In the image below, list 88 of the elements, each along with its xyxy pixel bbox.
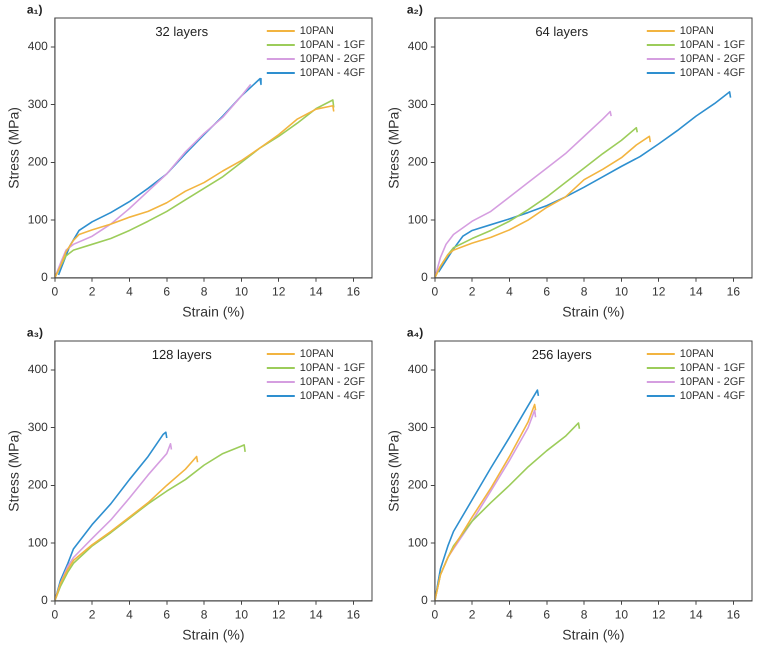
y-tick-label: 100 <box>408 212 428 226</box>
x-axis-title: Strain (%) <box>182 303 245 320</box>
annotation: 32 layers <box>155 24 209 40</box>
x-axis-title: Strain (%) <box>562 303 625 320</box>
x-tick-label: 16 <box>726 607 740 622</box>
y-tick-label: 400 <box>28 362 48 376</box>
y-tick-label: 0 <box>421 270 428 284</box>
x-tick-label: 4 <box>506 284 514 298</box>
legend-label: 10PAN - 1GF <box>300 39 366 52</box>
x-tick-label: 8 <box>580 284 588 298</box>
x-tick-label: 14 <box>309 607 324 622</box>
x-tick-label: 4 <box>126 284 134 298</box>
x-axis-title: Strain (%) <box>182 626 245 642</box>
legend-label: 10PAN - 1GF <box>300 362 366 374</box>
x-tick-label: 0 <box>51 284 58 298</box>
legend-label: 10PAN - 4GF <box>300 67 366 80</box>
y-tick-label: 400 <box>408 362 428 376</box>
x-tick-label: 4 <box>506 607 514 622</box>
annotation: 128 layers <box>152 347 212 362</box>
x-tick-label: 6 <box>163 607 170 622</box>
x-tick-label: 2 <box>468 284 476 298</box>
y-tick-label: 300 <box>408 420 428 434</box>
annotation: 256 layers <box>532 347 592 362</box>
y-tick-label: 0 <box>41 270 48 284</box>
chart-title: a₄) <box>406 325 424 340</box>
y-axis-title: Stress (MPa) <box>5 430 22 512</box>
y-tick-label: 200 <box>408 478 428 492</box>
x-tick-label: 12 <box>272 284 286 298</box>
x-tick-label: 10 <box>614 607 628 622</box>
x-tick-label: 2 <box>468 607 476 622</box>
y-tick-label: 200 <box>408 154 428 169</box>
x-tick-label: 8 <box>580 607 588 622</box>
x-tick-label: 14 <box>689 284 704 298</box>
chart-title: a₁) <box>26 2 42 16</box>
chart-title: a₃) <box>26 325 44 340</box>
y-tick-label: 200 <box>28 478 48 492</box>
x-tick-label: 0 <box>51 607 58 622</box>
x-tick-label: 2 <box>88 607 96 622</box>
chart-title: a₂) <box>406 2 423 16</box>
x-tick-label: 6 <box>163 284 170 298</box>
x-tick-label: 8 <box>200 284 208 298</box>
y-tick-label: 100 <box>28 535 48 550</box>
x-tick-label: 10 <box>234 284 248 298</box>
y-axis-title: Stress (MPa) <box>385 107 402 189</box>
legend-label: 10PAN - 4GF <box>300 390 366 402</box>
legend-label: 10PAN - 4GF <box>680 67 746 80</box>
x-tick-label: 16 <box>346 284 360 298</box>
x-tick-label: 4 <box>126 607 134 622</box>
annotation: 64 layers <box>535 24 589 40</box>
y-tick-label: 100 <box>28 212 48 226</box>
x-tick-label: 0 <box>431 284 438 298</box>
y-tick-label: 300 <box>28 96 48 111</box>
y-tick-label: 200 <box>28 154 48 169</box>
x-tick-label: 16 <box>346 607 360 622</box>
legend-label: 10PAN <box>300 348 334 360</box>
legend-label: 10PAN - 2GF <box>680 376 746 388</box>
x-tick-label: 12 <box>272 607 286 622</box>
legend-label: 10PAN - 2GF <box>680 53 746 66</box>
x-tick-label: 8 <box>200 607 208 622</box>
x-axis-title: Strain (%) <box>562 626 625 642</box>
legend-label: 10PAN <box>680 348 714 360</box>
x-tick-label: 14 <box>689 607 704 622</box>
x-tick-label: 12 <box>652 284 666 298</box>
x-tick-label: 2 <box>88 284 96 298</box>
x-tick-label: 6 <box>543 284 550 298</box>
y-tick-label: 300 <box>408 96 428 111</box>
y-tick-label: 300 <box>28 420 48 434</box>
legend-label: 10PAN - 1GF <box>680 39 746 52</box>
y-tick-label: 0 <box>421 593 428 608</box>
y-tick-label: 0 <box>41 593 48 608</box>
legend-label: 10PAN - 1GF <box>680 362 746 374</box>
y-axis-title: Stress (MPa) <box>5 107 22 189</box>
legend-label: 10PAN <box>300 25 334 38</box>
legend-label: 10PAN - 2GF <box>300 53 366 66</box>
x-tick-label: 16 <box>726 284 740 298</box>
y-axis-title: Stress (MPa) <box>385 430 402 512</box>
x-tick-label: 0 <box>431 607 438 622</box>
y-tick-label: 100 <box>408 535 428 550</box>
x-tick-label: 14 <box>309 284 324 298</box>
legend-label: 10PAN - 4GF <box>680 390 746 402</box>
x-tick-label: 12 <box>652 607 666 622</box>
x-tick-label: 10 <box>234 607 248 622</box>
x-tick-label: 10 <box>614 284 628 298</box>
x-tick-label: 6 <box>543 607 550 622</box>
legend-label: 10PAN - 2GF <box>300 376 366 388</box>
y-tick-label: 400 <box>408 39 428 54</box>
y-tick-label: 400 <box>28 39 48 54</box>
legend-label: 10PAN <box>680 25 714 38</box>
